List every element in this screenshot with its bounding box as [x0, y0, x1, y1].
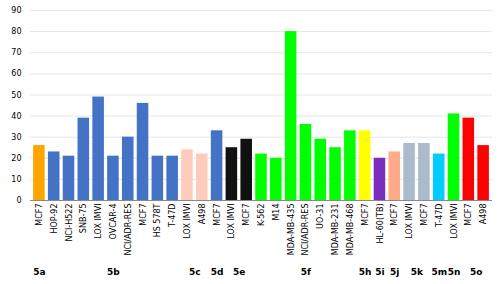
svg-text:T-47D: T-47D [168, 204, 177, 228]
svg-text:5k: 5k [411, 267, 424, 277]
svg-text:5f: 5f [301, 267, 311, 277]
svg-text:5j: 5j [390, 267, 399, 277]
svg-text:OVCAR-4: OVCAR-4 [109, 204, 118, 240]
svg-text:5b: 5b [107, 267, 120, 277]
svg-text:5o: 5o [470, 267, 482, 277]
svg-text:LOX IMVI: LOX IMVI [227, 204, 236, 239]
svg-text:K-562: K-562 [257, 204, 266, 227]
svg-text:50: 50 [11, 91, 21, 100]
svg-text:MCF7: MCF7 [213, 204, 222, 226]
svg-text:M14: M14 [272, 204, 281, 221]
svg-text:90: 90 [11, 6, 21, 15]
svg-text:HL-60(TB): HL-60(TB) [376, 204, 385, 244]
svg-text:MDA-MB-231: MDA-MB-231 [331, 204, 340, 256]
svg-text:SNB-75: SNB-75 [79, 204, 88, 234]
svg-text:5m: 5m [431, 267, 447, 277]
svg-text:A498: A498 [198, 204, 207, 225]
svg-text:5h: 5h [359, 267, 372, 277]
svg-text:5c: 5c [189, 267, 201, 277]
svg-text:NCI-H522: NCI-H522 [65, 204, 74, 242]
svg-text:MCF7: MCF7 [361, 204, 370, 226]
svg-text:T-47D: T-47D [435, 204, 444, 228]
svg-text:MCF7: MCF7 [390, 204, 399, 226]
svg-text:MCF7: MCF7 [139, 204, 148, 226]
svg-text:MCF7: MCF7 [420, 204, 429, 226]
svg-text:20: 20 [11, 154, 21, 163]
svg-text:40: 40 [11, 112, 21, 121]
svg-text:30: 30 [11, 133, 21, 142]
svg-text:60: 60 [11, 69, 21, 78]
svg-text:MDA-MB-468: MDA-MB-468 [346, 204, 355, 256]
svg-text:5n: 5n [448, 267, 461, 277]
svg-text:5a: 5a [33, 267, 45, 277]
svg-text:70: 70 [11, 48, 21, 57]
svg-text:MCF7: MCF7 [242, 204, 251, 226]
svg-text:10: 10 [11, 175, 21, 184]
svg-text:MDA-MB-435: MDA-MB-435 [287, 204, 296, 256]
svg-text:LOX IMVI: LOX IMVI [405, 204, 414, 239]
svg-text:UO-31: UO-31 [316, 204, 325, 229]
svg-text:80: 80 [11, 27, 21, 36]
svg-text:HS 578T: HS 578T [153, 203, 162, 237]
svg-text:LOX IMVI: LOX IMVI [450, 204, 459, 239]
svg-text:LOX IMVI: LOX IMVI [94, 204, 103, 239]
svg-text:LOX IMVI: LOX IMVI [183, 204, 192, 239]
svg-text:5i: 5i [375, 267, 384, 277]
svg-text:HOP-92: HOP-92 [50, 204, 59, 234]
svg-text:0: 0 [16, 196, 21, 205]
svg-text:MCF7: MCF7 [464, 204, 473, 226]
svg-text:5e: 5e [233, 267, 245, 277]
svg-text:MCF7: MCF7 [35, 204, 44, 226]
svg-text:5d: 5d [211, 267, 224, 277]
svg-text:NCI/ADR-RES: NCI/ADR-RES [124, 204, 133, 256]
svg-text:A498: A498 [479, 204, 488, 225]
svg-text:NCI/ADR-RES: NCI/ADR-RES [301, 204, 310, 256]
